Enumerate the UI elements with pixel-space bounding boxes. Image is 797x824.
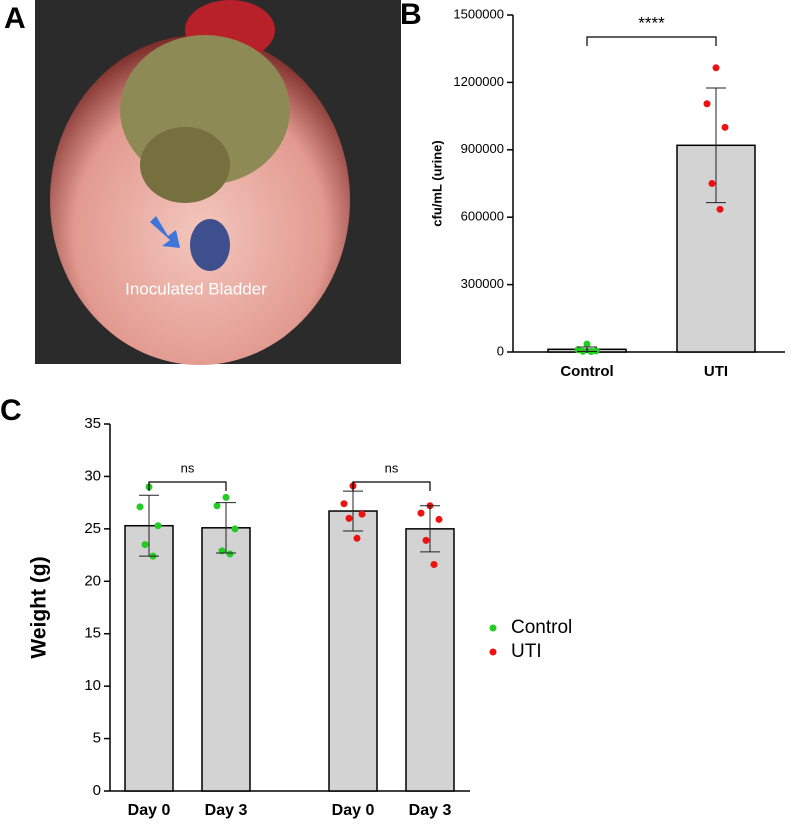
panel-label: C (0, 394, 22, 427)
data-point (708, 180, 716, 187)
y-tick-label: 0 (93, 782, 101, 799)
significance-label: **** (638, 13, 665, 32)
data-point (435, 515, 443, 523)
x-tick-label: Day 0 (332, 802, 375, 819)
legend-marker (489, 648, 497, 656)
y-tick-label: 600000 (461, 209, 504, 224)
panel-label: B (400, 0, 422, 31)
y-tick-label: 30 (84, 467, 101, 484)
data-point (231, 525, 239, 533)
data-point (703, 100, 711, 108)
y-tick-label: 5 (93, 730, 101, 747)
data-point (340, 500, 348, 508)
y-tick-label: 35 (84, 415, 101, 432)
x-tick-label: Day 3 (205, 802, 248, 819)
bar (405, 528, 455, 792)
data-point (136, 503, 144, 511)
bar (124, 524, 174, 792)
data-point (422, 536, 430, 544)
panel-label: A (4, 2, 26, 35)
significance-label: ns (181, 460, 195, 475)
data-point (417, 509, 425, 517)
data-point (712, 64, 720, 72)
legend-label: Control (511, 617, 572, 638)
data-point (154, 522, 162, 530)
y-tick-label: 0 (497, 343, 504, 358)
y-axis-label: cfu/mL (urine) (429, 140, 444, 226)
data-point (222, 493, 230, 501)
y-tick-label: 20 (84, 572, 101, 589)
data-point (358, 510, 366, 518)
x-tick-label: UTI (704, 363, 728, 380)
y-tick-label: 300000 (461, 276, 504, 291)
significance-bracket (586, 36, 717, 46)
data-point (141, 541, 149, 549)
significance-label: ns (385, 460, 399, 475)
data-point (213, 502, 221, 510)
significance-bracket (352, 481, 431, 491)
y-axis-label: Weight (g) (28, 556, 51, 658)
bar (328, 510, 378, 792)
legend-marker (489, 624, 497, 632)
data-point (345, 514, 353, 522)
data-point (430, 561, 438, 569)
data-point (721, 123, 729, 131)
y-tick-label: 900000 (461, 141, 504, 156)
bar (201, 527, 251, 792)
significance-bracket (148, 481, 227, 491)
y-tick-label: 1200000 (453, 74, 504, 89)
data-point (583, 340, 591, 348)
x-tick-label: Day 3 (409, 802, 452, 819)
x-tick-label: Day 0 (128, 802, 171, 819)
x-tick-label: Control (560, 363, 613, 380)
data-point (226, 550, 234, 558)
photo: Inoculated Bladder (35, 0, 401, 365)
y-tick-label: 1500000 (453, 6, 504, 21)
legend-label: UTI (511, 641, 542, 662)
y-tick-label: 15 (84, 625, 101, 642)
photo-label: Inoculated Bladder (125, 279, 267, 298)
data-point (353, 534, 361, 542)
y-tick-label: 10 (84, 677, 101, 694)
y-tick-label: 25 (84, 520, 101, 537)
data-point (716, 205, 724, 213)
